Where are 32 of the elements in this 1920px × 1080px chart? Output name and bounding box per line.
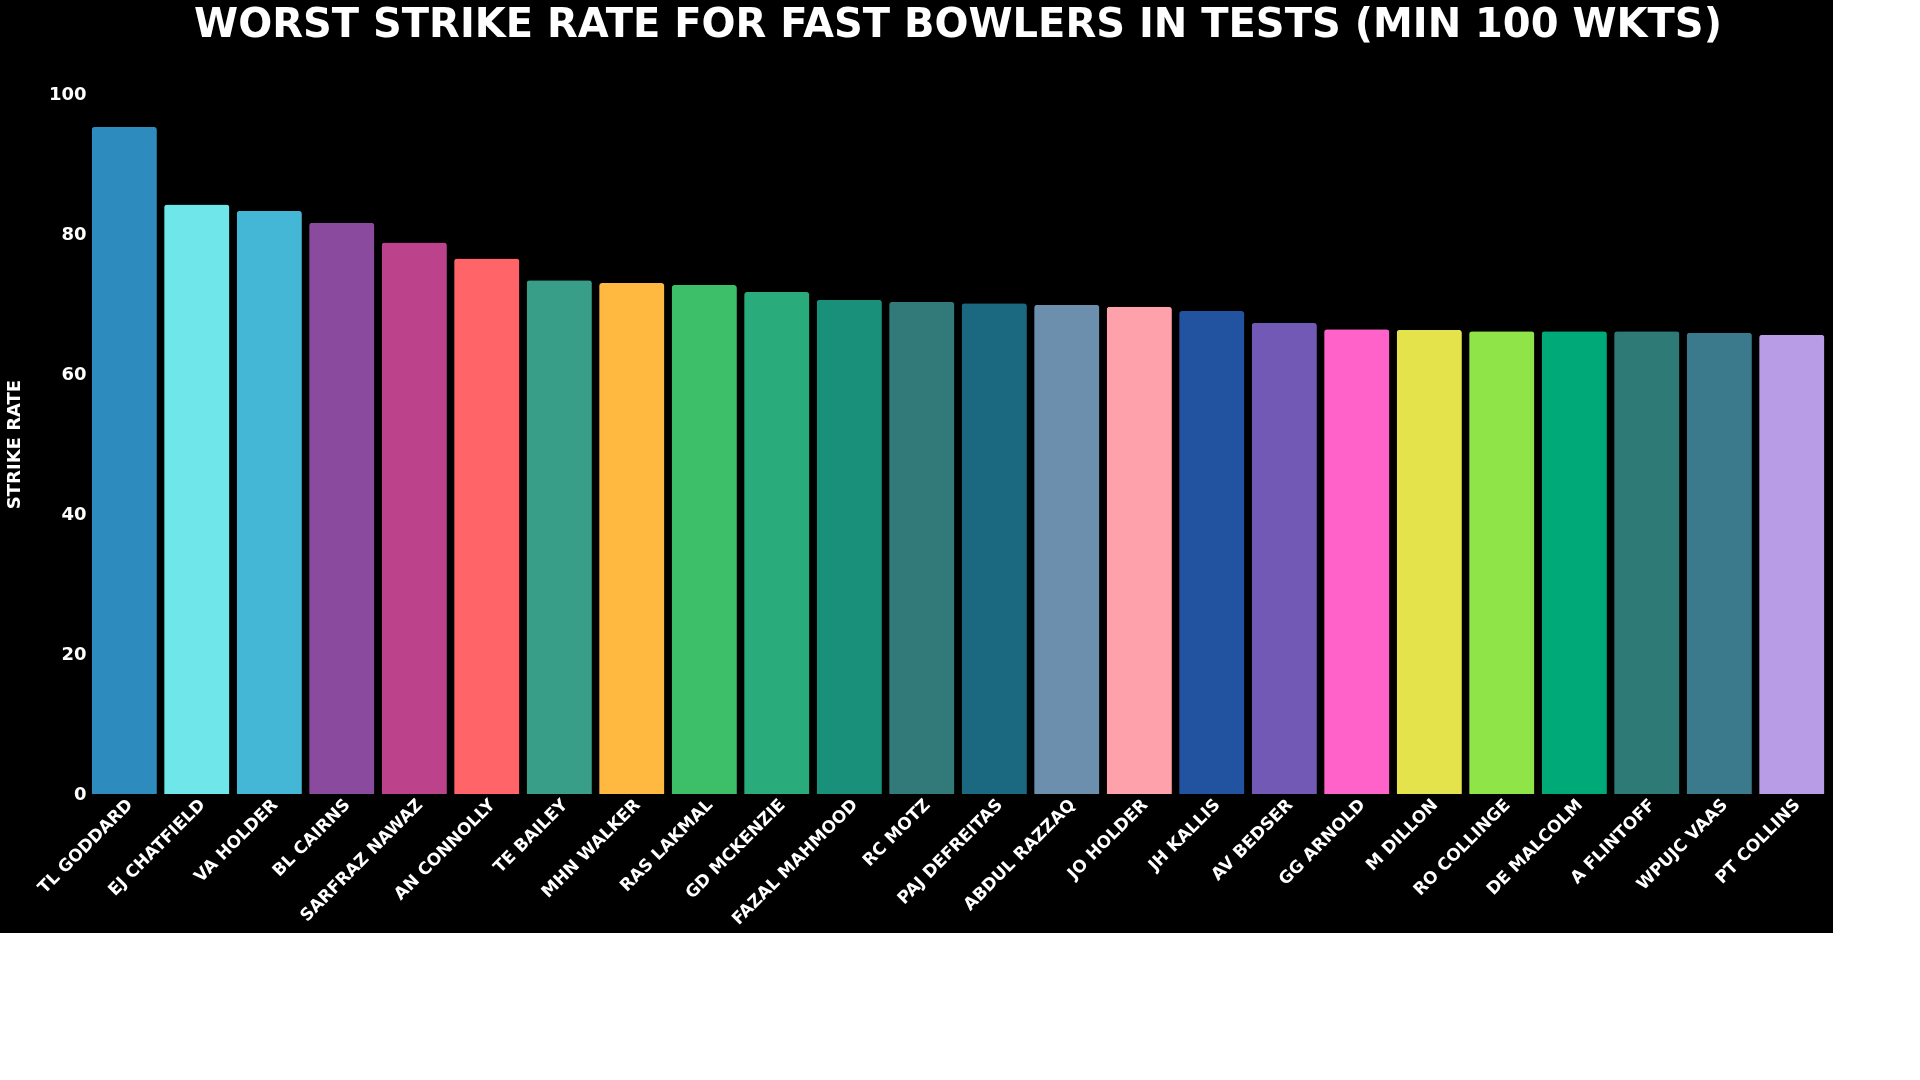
bar [671, 285, 737, 794]
bar [1179, 311, 1245, 794]
bar [816, 299, 882, 794]
bar [1469, 331, 1535, 794]
bar [236, 210, 302, 794]
y-axis-title: STRIKE RATE [2, 379, 24, 510]
bar [526, 280, 592, 794]
y-tick-label: 20 [61, 642, 87, 664]
bar [1251, 322, 1317, 794]
bar [744, 292, 810, 794]
bar [1614, 331, 1680, 794]
bar [164, 204, 230, 794]
bar [889, 301, 955, 794]
bar [1686, 332, 1752, 794]
bar [454, 258, 520, 794]
y-tick-label: 60 [61, 362, 87, 384]
y-tick-label: 100 [48, 82, 87, 104]
bar [1396, 329, 1462, 794]
bar [1759, 334, 1825, 794]
bar [91, 126, 157, 794]
bar [1034, 304, 1100, 794]
y-tick-label: 80 [61, 222, 87, 244]
chart-title: WORST STRIKE RATE FOR FAST BOWLERS IN TESTS (MIN 100 WKTS) [194, 0, 1722, 46]
y-tick-label: 0 [73, 782, 87, 804]
bar [1106, 306, 1172, 794]
bar [961, 303, 1027, 794]
y-tick-label: 40 [61, 502, 87, 524]
bar [1541, 331, 1607, 794]
bar [599, 283, 665, 794]
bar [1324, 329, 1390, 794]
bar [381, 242, 447, 794]
bar [309, 222, 375, 794]
